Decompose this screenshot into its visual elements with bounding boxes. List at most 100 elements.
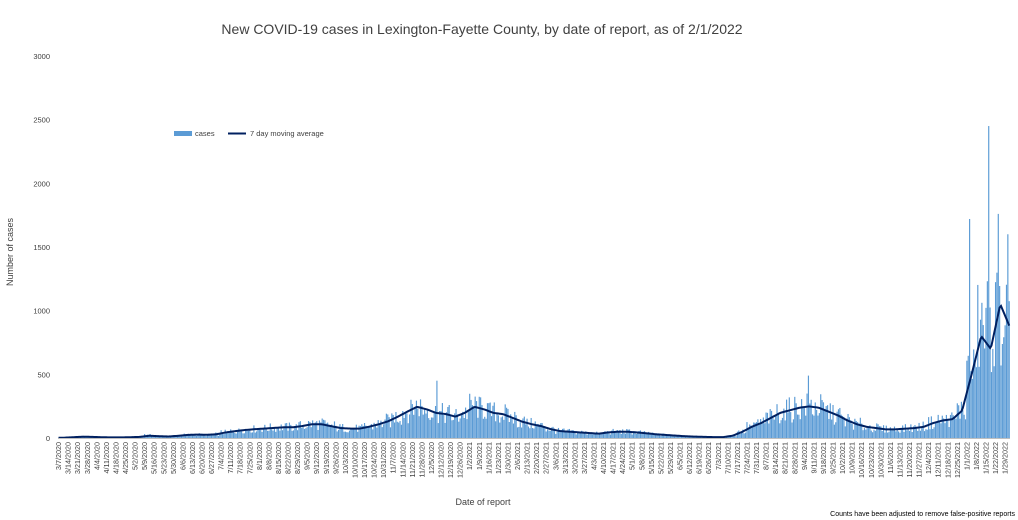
case-bar <box>650 434 652 438</box>
case-bar <box>251 432 254 438</box>
case-bar <box>507 408 509 438</box>
x-tick-label: 5/2/2020 <box>131 442 140 470</box>
case-bar <box>675 436 677 438</box>
case-bar <box>607 431 609 438</box>
case-bar <box>579 432 581 438</box>
case-bar <box>545 431 547 438</box>
case-bar <box>571 430 573 438</box>
case-bar <box>400 424 402 438</box>
case-bar <box>876 423 878 438</box>
case-bar <box>656 433 658 438</box>
x-tick-label: 4/3/2021 <box>590 442 599 470</box>
y-tick-label: 2500 <box>33 116 50 125</box>
x-tick-label: 11/7/2020 <box>389 442 398 473</box>
case-bar <box>740 432 743 438</box>
case-bar <box>801 399 803 438</box>
case-bar <box>230 429 232 438</box>
case-bar <box>882 425 885 438</box>
x-tick-label: 12/26/2020 <box>456 442 465 478</box>
x-tick-label: 1/29/2022 <box>1001 442 1010 474</box>
x-tick-label: 4/17/2021 <box>609 442 618 474</box>
case-bar <box>861 423 863 438</box>
case-bar <box>555 433 557 438</box>
x-tick-label: 2/27/2021 <box>542 442 551 474</box>
case-bar <box>271 429 273 438</box>
case-bar <box>989 307 991 438</box>
case-bar <box>533 428 535 438</box>
case-bar <box>243 433 245 438</box>
case-bar <box>967 355 969 438</box>
case-bar <box>376 427 378 438</box>
case-bar <box>635 433 637 438</box>
case-bar <box>902 425 904 438</box>
case-bar <box>578 433 580 438</box>
case-bar <box>301 427 303 438</box>
x-tick-label: 9/18/2021 <box>819 442 828 474</box>
x-tick-label: 1/2/2021 <box>465 442 474 470</box>
footnote: Counts have been adjusted to remove fals… <box>830 511 1015 518</box>
case-bar <box>557 427 560 438</box>
case-bar <box>559 430 561 438</box>
case-bar <box>519 422 521 438</box>
x-tick-label: 10/16/2021 <box>857 442 866 478</box>
x-tick-label: 2/6/2021 <box>513 442 522 470</box>
x-tick-label: 8/14/2021 <box>771 442 780 474</box>
case-bar <box>212 433 214 438</box>
case-bar <box>641 433 643 438</box>
case-bar <box>824 409 826 438</box>
case-bar <box>224 429 226 438</box>
case-bar <box>997 213 999 438</box>
case-bar <box>223 434 225 438</box>
case-bar <box>593 432 595 438</box>
case-bar <box>521 427 523 438</box>
case-bar <box>359 426 362 438</box>
case-bar <box>885 425 887 438</box>
case-bar <box>828 418 830 438</box>
case-bar <box>247 430 250 438</box>
case-bar <box>458 421 460 438</box>
case-bar <box>477 417 479 438</box>
case-bar <box>266 430 269 438</box>
x-tick-label: 11/27/2021 <box>915 442 924 477</box>
case-bar <box>639 430 642 438</box>
case-bar <box>742 429 744 438</box>
case-bar <box>279 430 281 438</box>
case-bar <box>262 429 265 438</box>
case-bar <box>536 424 538 438</box>
x-tick-label: 12/4/2021 <box>924 442 933 474</box>
case-bar <box>945 414 947 438</box>
case-bar <box>525 424 527 438</box>
case-bar <box>355 424 357 438</box>
x-tick-label: 8/22/2020 <box>284 442 293 474</box>
case-bar <box>829 403 831 438</box>
case-bar <box>411 404 413 438</box>
case-bar <box>522 418 524 438</box>
case-bar <box>954 417 956 438</box>
x-tick-label: 5/1/2021 <box>628 442 637 470</box>
case-bar <box>1008 301 1010 438</box>
case-bar <box>602 432 605 438</box>
case-bar <box>370 424 372 438</box>
case-bar <box>947 419 949 438</box>
case-bar <box>417 408 419 438</box>
case-bar <box>328 425 330 438</box>
case-bar <box>346 432 348 438</box>
x-tick-label: 10/2/2021 <box>838 442 847 474</box>
case-bar <box>594 433 596 438</box>
x-tick-label: 12/12/2020 <box>437 442 446 478</box>
case-bar <box>504 404 506 438</box>
case-bar <box>581 430 583 438</box>
x-tick-label: 8/28/2021 <box>790 442 799 474</box>
case-bar <box>867 426 870 438</box>
case-bar <box>451 420 453 438</box>
case-bar <box>200 435 202 438</box>
x-tick-label: 6/13/2020 <box>188 442 197 474</box>
case-bar <box>429 419 431 438</box>
case-bar <box>510 414 512 438</box>
case-bar <box>574 431 576 438</box>
case-bar <box>280 424 282 438</box>
x-tick-label: 3/6/2021 <box>551 442 560 470</box>
x-tick-label: 1/16/2021 <box>484 442 493 474</box>
case-bar <box>343 431 345 438</box>
case-bar <box>310 427 312 438</box>
